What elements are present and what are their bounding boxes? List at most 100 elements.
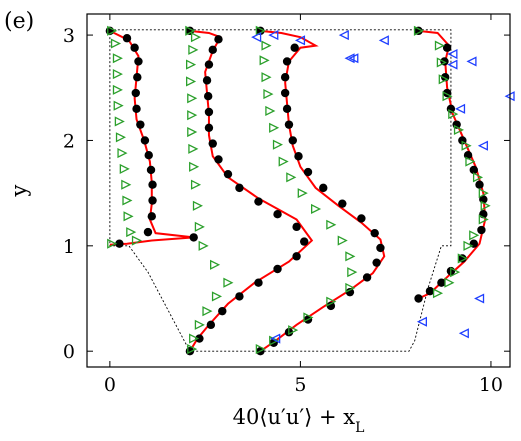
blue-triangle-point-7 [378,35,389,46]
green-triangle-point-33 [186,76,197,87]
x-tick-label: 10 [479,374,503,396]
green-triangle-point-28 [189,161,200,172]
green-triangle-point-58 [261,40,272,51]
blue-triangle-point-3 [294,35,306,46]
green-triangle-point-23 [210,259,221,270]
panel-label: (e) [4,9,34,34]
dot-point-65 [414,294,423,303]
green-triangle-point-18 [189,333,200,344]
dot-point-10 [144,151,153,160]
green-triangle-point-50 [286,172,297,183]
green-triangle-point-27 [190,179,202,190]
dot-point-27 [292,222,301,232]
dot-point-39 [208,45,217,55]
blue-triangle-point-9 [447,59,458,70]
dot-point-6 [131,88,140,98]
blue-triangle-point-17 [458,328,469,339]
dot-point-53 [338,199,347,208]
dot-point-36 [203,91,213,101]
green-triangle-point-64 [463,240,474,251]
green-triangle-point-65 [469,230,480,241]
dot-point-9 [140,136,150,145]
green-triangle-point-67 [480,200,491,211]
green-triangle-point-11 [121,179,132,190]
green-triangle-point-36 [190,32,202,43]
dot-point-52 [357,214,366,223]
dot-point-66 [425,286,435,296]
x-tick-label: 5 [294,374,306,396]
x-tick-label: 0 [104,374,116,396]
dot-point-35 [204,107,214,117]
blue-triangle-point-8 [447,48,458,60]
green-triangle-point-41 [303,312,314,323]
green-triangle-point-42 [326,296,337,307]
dot-point-22 [235,292,244,301]
dot-point-8 [136,120,145,129]
green-triangle-point-6 [113,100,124,111]
green-triangle-point-38 [255,344,266,355]
green-triangle-point-69 [472,172,484,183]
dot-point-26 [300,237,309,246]
dot-point-4 [134,57,143,66]
y-tick-label: 3 [63,25,75,47]
dot-point-38 [204,60,214,69]
green-triangle-point-45 [345,251,356,262]
blue-triangle-point-10 [466,56,477,67]
dot-point-25 [292,252,301,261]
green-triangle-point-29 [188,143,199,154]
line-profile-4 [418,29,487,300]
green-triangle-point-10 [119,163,130,174]
line-profile-3 [259,29,386,353]
green-triangle-point-61 [444,277,455,288]
blue-triangle-point-16 [416,316,428,327]
dot-point-57 [288,136,297,145]
blue-triangle-point-14 [270,333,281,344]
green-triangle-point-46 [337,235,348,246]
green-triangle-point-70 [465,156,476,167]
dot-point-13 [148,196,157,205]
dot-point-55 [303,167,313,177]
green-triangle-point-4 [112,69,123,80]
dot-point-16 [189,233,198,242]
green-triangle-point-3 [112,53,123,64]
blue-triangle-point-4 [344,53,355,64]
green-triangle-point-32 [187,93,198,104]
green-triangle-point-26 [192,200,203,211]
green-triangle-point-78 [413,25,424,36]
dot-point-19 [195,334,204,343]
green-triangle-point-49 [297,188,308,199]
dot-point-51 [370,228,379,238]
green-triangle-point-62 [450,267,461,278]
green-triangle-point-17 [187,344,198,355]
dot-point-29 [254,197,263,206]
green-triangle-point-20 [202,306,213,317]
green-triangle-point-13 [123,211,134,222]
green-triangle-point-37 [185,25,196,36]
green-triangle-point-66 [478,214,489,225]
green-triangle-point-34 [186,59,197,70]
green-triangle-point-68 [478,188,489,199]
dot-point-47 [345,287,355,297]
x-axis-label-main: 40⟨u′u′⟩ + x [233,405,356,429]
dot-point-69 [458,254,467,263]
green-triangle-point-39 [269,335,280,346]
green-triangle-point-60 [432,288,444,299]
green-triangle-point-31 [187,110,198,121]
green-triangle-point-8 [115,132,126,143]
green-triangle-point-47 [326,219,337,230]
green-triangle-point-72 [453,124,465,135]
green-triangle-point-35 [188,44,199,55]
blue-triangle-point-2 [268,30,279,41]
green-triangle-point-63 [457,253,468,264]
green-triangle-point-54 [265,105,276,116]
dot-point-71 [477,225,486,235]
dot-point-67 [437,278,446,287]
ticks: 0 5 10 0 1 2 3 [63,14,510,396]
dot-point-2 [122,34,132,43]
green-triangle-point-1 [107,25,118,36]
green-triangle-point-77 [434,40,445,51]
green-triangle-point-22 [223,277,234,288]
green-triangle-point-30 [187,126,198,138]
dot-point-3 [130,43,139,52]
green-triangle-point-2 [110,38,122,49]
